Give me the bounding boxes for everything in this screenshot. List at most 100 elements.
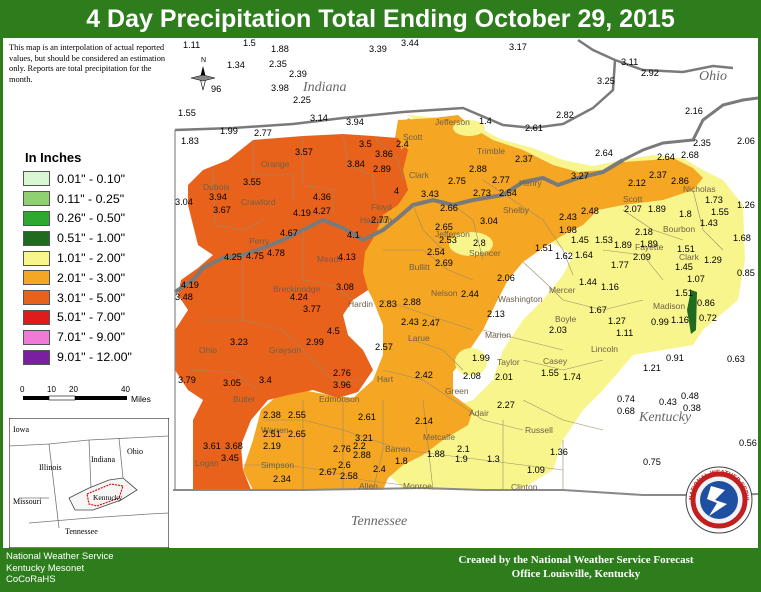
precip-value: 2.61 — [358, 412, 376, 422]
precip-value: 4.24 — [290, 292, 308, 302]
legend-item: 7.01" - 9.00" — [23, 327, 173, 347]
svg-text:Dubois: Dubois — [203, 182, 229, 192]
legend-swatch — [23, 329, 50, 345]
precip-value: 1.55 — [541, 368, 559, 378]
svg-text:Kentucky: Kentucky — [93, 493, 122, 502]
svg-text:10: 10 — [47, 385, 56, 394]
legend-swatch — [23, 270, 50, 286]
svg-text:Warren: Warren — [261, 425, 289, 435]
precip-value: 2.48 — [581, 206, 599, 216]
legend-swatch — [23, 230, 50, 246]
precip-value: 2.12 — [628, 178, 646, 188]
precip-value: 2.6 — [338, 460, 351, 470]
svg-text:Simpson: Simpson — [261, 460, 294, 470]
legend-item: 0.51" - 1.00" — [23, 228, 173, 248]
precip-value: 2.47 — [422, 318, 440, 328]
svg-text:Butler: Butler — [233, 394, 255, 404]
precip-value: 1.26 — [737, 200, 755, 210]
precip-value: 2.8 — [473, 238, 486, 248]
svg-text:Hart: Hart — [377, 374, 394, 384]
svg-text:Spencer: Spencer — [469, 248, 501, 258]
precip-value: 2.61 — [525, 123, 543, 133]
precip-value: 4.13 — [338, 252, 356, 262]
precip-value: 2.77 — [492, 175, 510, 185]
precip-value: 2.99 — [306, 337, 324, 347]
legend-label: 5.01" - 7.00" — [57, 310, 126, 325]
region-3-5-inches — [175, 134, 408, 490]
precip-value: 3.23 — [230, 337, 248, 347]
precip-value: 4.5 — [327, 326, 340, 336]
precip-value: 3.98 — [271, 83, 289, 93]
precip-value: 1.29 — [704, 255, 722, 265]
precip-value: 2.83 — [379, 299, 397, 309]
svg-text:Washington: Washington — [498, 294, 543, 304]
precip-value: 1.89 — [640, 239, 658, 249]
svg-text:Missouri: Missouri — [13, 497, 42, 506]
svg-text:Metcalfe: Metcalfe — [423, 432, 455, 442]
svg-text:Nelson: Nelson — [431, 288, 458, 298]
precip-value: 0.86 — [697, 298, 715, 308]
svg-text:Edmonson: Edmonson — [319, 394, 360, 404]
precip-value: 2.08 — [463, 371, 481, 381]
precip-value: 2.03 — [549, 325, 567, 335]
legend-item: 1.01" - 2.00" — [23, 248, 173, 268]
precip-value: 2.43 — [559, 212, 577, 222]
svg-text:Breckinridge: Breckinridge — [273, 284, 321, 294]
precip-value: 0.48 — [681, 391, 699, 401]
svg-text:Allen: Allen — [359, 481, 378, 491]
svg-text:Boyle: Boyle — [555, 314, 577, 324]
precip-value: 4.19 — [181, 280, 199, 290]
precip-value: 2.38 — [263, 410, 281, 420]
precip-value: 0.38 — [683, 403, 701, 413]
precip-value: 0.91 — [666, 353, 684, 363]
precip-value: 3.61 — [203, 441, 221, 451]
precip-value: 2.82 — [556, 110, 574, 120]
legend-swatch — [23, 290, 50, 306]
legend-swatch — [23, 191, 50, 207]
precip-value: 1.36 — [550, 447, 568, 457]
precip-value: 1.51 — [675, 288, 693, 298]
precip-value: 3.96 — [333, 380, 351, 390]
svg-text:Iowa: Iowa — [13, 425, 29, 434]
precip-value: 2.75 — [448, 176, 466, 186]
precip-value: 2.19 — [263, 441, 281, 451]
precip-value: 2.44 — [461, 289, 479, 299]
state-label-ohio: Ohio — [699, 69, 727, 84]
precip-value: 3.4 — [259, 375, 272, 385]
precip-value: 1.51 — [677, 244, 695, 254]
legend-item: 0.26" - 0.50" — [23, 209, 173, 229]
precip-value: 1.3 — [487, 454, 500, 464]
precip-value: 3.14 — [310, 113, 328, 123]
precip-value: 2.54 — [427, 247, 445, 257]
tennessee-border — [173, 486, 758, 496]
precip-value: 1.89 — [648, 204, 666, 214]
precip-value: 1.34 — [227, 60, 245, 70]
legend-item: 9.01" - 12.00" — [23, 347, 173, 367]
svg-text:Marion: Marion — [485, 330, 511, 340]
precip-value: 1.73 — [705, 195, 723, 205]
legend-item: 5.01" - 7.00" — [23, 308, 173, 328]
scale-bar: 0 10 20 40 Miles — [20, 385, 151, 404]
precip-value: 2.09 — [633, 252, 651, 262]
legend-label: 0.11" - 0.25" — [57, 191, 125, 206]
svg-text:Madison: Madison — [653, 301, 685, 311]
svg-text:Meade: Meade — [317, 254, 343, 264]
svg-text:Henry: Henry — [519, 178, 542, 188]
precip-value: 1.64 — [575, 250, 593, 260]
precip-value: 0.74 — [617, 394, 635, 404]
precip-value: 2.65 — [288, 429, 306, 439]
legend-label: 9.01" - 12.00" — [57, 350, 132, 365]
ohio-river-east — [622, 96, 758, 162]
svg-text:Grayson: Grayson — [269, 345, 301, 355]
precip-value: 4 — [394, 186, 399, 196]
precip-value: 2.1 — [457, 444, 470, 454]
precip-value: 3.04 — [480, 216, 498, 226]
svg-text:Trimble: Trimble — [477, 146, 505, 156]
precip-value: 2.37 — [649, 170, 667, 180]
precip-value: 4.19 — [293, 208, 311, 218]
precip-value: 1.55 — [178, 108, 196, 118]
legend-item: 3.01" - 5.00" — [23, 288, 173, 308]
legend-label: 2.01" - 3.00" — [57, 270, 126, 285]
region-1-2-inches — [383, 115, 745, 490]
